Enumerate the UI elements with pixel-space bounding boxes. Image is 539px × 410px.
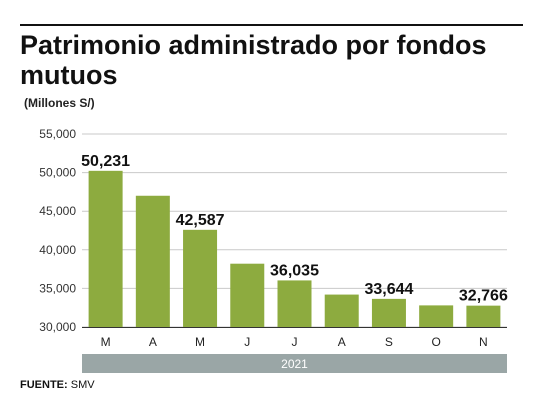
- x-tick-label: A: [149, 335, 157, 349]
- data-label: 42,587: [176, 212, 225, 229]
- bar: [230, 263, 265, 327]
- bar: [183, 229, 218, 327]
- x-tick-label: O: [431, 335, 440, 349]
- year-label: 2021: [281, 357, 308, 371]
- top-rule: [20, 24, 523, 26]
- source-label: FUENTE:: [20, 379, 68, 391]
- data-label: 50,231: [81, 153, 130, 170]
- x-tick-label: A: [338, 335, 346, 349]
- bar: [371, 298, 406, 327]
- x-tick-label: M: [195, 335, 205, 349]
- bar: [419, 305, 454, 327]
- chart-title: Patrimonio administrado por fondos mutuo…: [20, 30, 487, 90]
- y-tick-label: 30,000: [39, 320, 76, 334]
- source-note: FUENTE: SMV: [20, 379, 95, 391]
- data-label: 33,644: [364, 281, 413, 298]
- bar: [466, 305, 501, 327]
- bar: [135, 195, 170, 327]
- bar: [277, 280, 312, 327]
- bar: [324, 294, 359, 327]
- bar: [88, 170, 123, 327]
- source-value: SMV: [70, 379, 95, 391]
- x-tick-label: S: [385, 335, 393, 349]
- y-tick-label: 50,000: [39, 166, 76, 180]
- y-tick-label: 55,000: [39, 127, 76, 141]
- y-tick-label: 35,000: [39, 281, 76, 295]
- data-label: 32,766: [459, 288, 508, 305]
- x-tick-label: M: [101, 335, 111, 349]
- x-tick-label: N: [479, 335, 488, 349]
- y-tick-label: 45,000: [39, 204, 76, 218]
- y-tick-label: 40,000: [39, 243, 76, 257]
- unit-label: (Millones S/): [24, 96, 95, 110]
- year-band: [82, 354, 507, 373]
- data-label: 36,035: [270, 262, 319, 279]
- x-tick-label: J: [292, 335, 298, 349]
- x-tick-label: J: [244, 335, 250, 349]
